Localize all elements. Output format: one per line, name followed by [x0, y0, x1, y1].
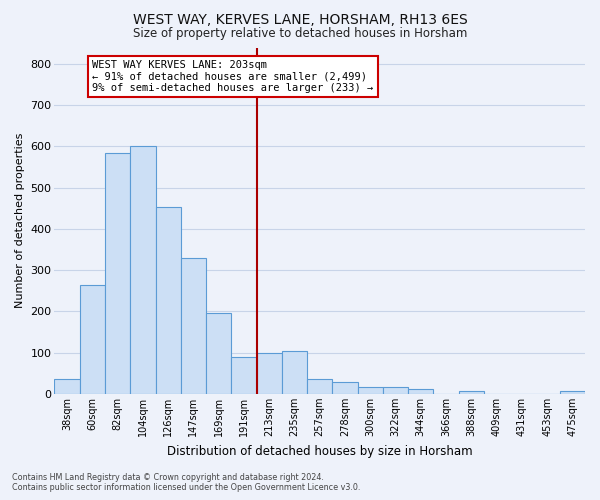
- Bar: [181, 258, 206, 394]
- Bar: [408, 389, 433, 394]
- Bar: [130, 146, 155, 394]
- Bar: [358, 387, 383, 394]
- Bar: [560, 390, 585, 394]
- Y-axis label: Number of detached properties: Number of detached properties: [15, 133, 25, 308]
- Text: WEST WAY, KERVES LANE, HORSHAM, RH13 6ES: WEST WAY, KERVES LANE, HORSHAM, RH13 6ES: [133, 12, 467, 26]
- Bar: [458, 391, 484, 394]
- Bar: [383, 387, 408, 394]
- Bar: [232, 357, 257, 394]
- Text: Size of property relative to detached houses in Horsham: Size of property relative to detached ho…: [133, 28, 467, 40]
- Bar: [105, 152, 130, 394]
- Text: WEST WAY KERVES LANE: 203sqm
← 91% of detached houses are smaller (2,499)
9% of : WEST WAY KERVES LANE: 203sqm ← 91% of de…: [92, 60, 374, 93]
- Bar: [257, 352, 282, 394]
- Bar: [332, 382, 358, 394]
- Bar: [55, 380, 80, 394]
- Bar: [80, 284, 105, 394]
- Bar: [307, 380, 332, 394]
- Bar: [282, 350, 307, 394]
- Bar: [155, 207, 181, 394]
- Bar: [206, 314, 232, 394]
- Text: Contains HM Land Registry data © Crown copyright and database right 2024.
Contai: Contains HM Land Registry data © Crown c…: [12, 473, 361, 492]
- X-axis label: Distribution of detached houses by size in Horsham: Distribution of detached houses by size …: [167, 444, 473, 458]
